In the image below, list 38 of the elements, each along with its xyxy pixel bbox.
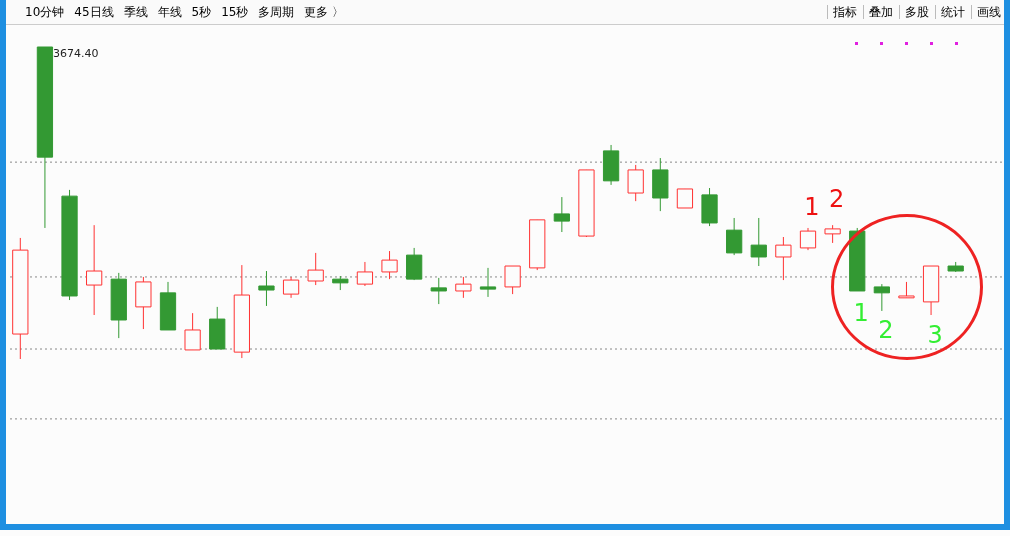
candlestick <box>799 227 817 251</box>
candlestick <box>553 196 570 233</box>
candlestick <box>282 276 300 299</box>
candlestick <box>86 224 103 316</box>
text: 叠加 <box>863 5 893 19</box>
text: 更多 〉 <box>304 5 345 19</box>
candlestick <box>184 312 201 351</box>
annotation: 2 <box>878 315 894 344</box>
text: 45日线 <box>74 5 114 19</box>
text: 15秒 <box>221 5 249 19</box>
text: 5秒 <box>191 5 212 19</box>
annotation: 1 <box>804 192 820 221</box>
text: 10分钟 <box>25 5 65 19</box>
text: 统计 <box>935 5 965 19</box>
candlestick <box>627 164 644 202</box>
annotation: 3674.40 <box>52 47 99 60</box>
annotation: 2 <box>828 185 845 214</box>
text: 多股 <box>899 5 929 19</box>
candlestick <box>455 276 472 299</box>
candlestick <box>430 277 447 305</box>
candlestick <box>504 265 521 295</box>
candlestick <box>676 188 694 209</box>
candlestick <box>479 267 497 298</box>
candlestick <box>381 250 398 280</box>
candlestick <box>873 283 890 312</box>
candlestick <box>726 217 743 256</box>
candlestick <box>307 252 324 286</box>
text: 季线 <box>123 5 148 19</box>
annotation: 1 <box>853 298 869 327</box>
candlestick <box>258 270 275 307</box>
text: 年线 <box>157 5 182 19</box>
candlestick <box>356 261 374 287</box>
candlestick <box>775 236 792 281</box>
candlestick <box>750 217 767 267</box>
text: 画线 <box>971 5 1001 19</box>
text: 多周期 <box>258 5 295 19</box>
text: 指标 <box>827 5 857 19</box>
annotation: 3 <box>927 321 943 350</box>
